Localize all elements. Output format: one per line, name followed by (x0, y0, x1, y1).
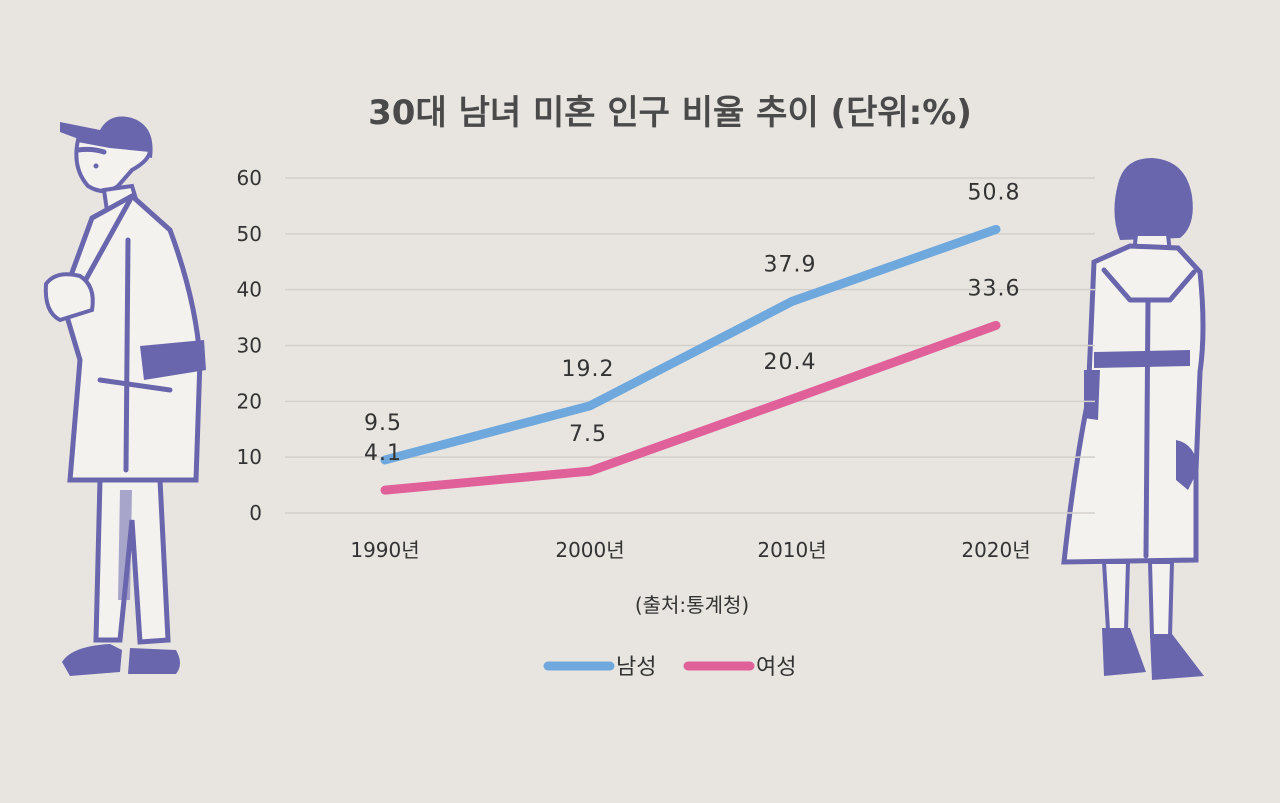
gridlines (285, 177, 1095, 514)
legend: 남성 여성 (543, 655, 796, 680)
series-lines (380, 224, 1001, 495)
x-tick-label: 2010년 (757, 538, 826, 562)
data-label-female: 20.4 (764, 350, 817, 375)
data-label-male: 9.5 (364, 411, 402, 436)
chart-title: 30대 남녀 미혼 인구 비율 추이 (단위:%) (368, 93, 972, 133)
x-tick-label: 2000년 (555, 538, 624, 562)
man-illustration (43, 116, 206, 676)
series-line-male (380, 224, 1001, 465)
series-line-female (380, 320, 1001, 495)
data-label-female: 7.5 (569, 422, 607, 447)
y-tick-label: 40 (237, 278, 262, 302)
data-label-female: 33.6 (968, 276, 1021, 301)
y-axis-ticks: 0 10 20 30 40 50 60 (237, 166, 262, 525)
y-tick-label: 0 (249, 501, 262, 525)
legend-label-male: 남성 (616, 655, 656, 680)
y-tick-label: 30 (237, 334, 262, 358)
data-label-male: 37.9 (764, 252, 817, 277)
x-tick-label: 1990년 (350, 538, 419, 562)
data-label-male: 50.8 (968, 180, 1021, 205)
y-tick-label: 10 (237, 445, 262, 469)
data-label-female: 4.1 (364, 441, 402, 466)
data-label-male: 19.2 (562, 357, 615, 382)
x-tick-label: 2020년 (961, 538, 1030, 562)
woman-illustration (1061, 158, 1206, 680)
legend-label-female: 여성 (756, 655, 796, 680)
y-tick-label: 50 (237, 222, 262, 246)
data-labels: 9.5 19.2 37.9 50.8 4.1 7.5 20.4 33.6 (364, 180, 1021, 466)
x-axis-ticks: 1990년 2000년 2010년 2020년 (350, 538, 1030, 562)
y-tick-label: 60 (237, 166, 262, 190)
source-note: (출처:통계청) (635, 593, 749, 617)
y-tick-label: 20 (237, 389, 262, 413)
